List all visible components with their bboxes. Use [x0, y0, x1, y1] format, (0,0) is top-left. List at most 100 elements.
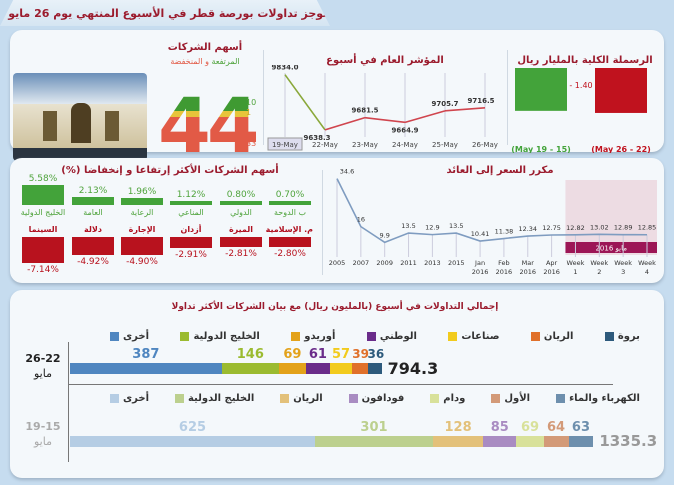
- pe-chart-title: مكرر السعر إلى العائد: [446, 165, 554, 176]
- legend-swatch: [366, 332, 376, 341]
- legend-label: الريان: [543, 331, 574, 342]
- gainer-item: 1.96% الرعاية: [119, 187, 165, 217]
- loser-name: دلالة: [84, 225, 102, 234]
- segment-value: 69: [283, 347, 302, 362]
- x-tick-label: 2016: [519, 268, 536, 276]
- legend-swatch: [430, 394, 440, 403]
- x-tick-label: 3: [621, 268, 625, 276]
- loser-item: السينما -7.14%: [20, 225, 66, 275]
- segment-value: 128: [444, 420, 472, 435]
- segment-value: 146: [236, 347, 264, 362]
- data-label: 9705.7: [431, 100, 458, 108]
- legend-swatch: [530, 332, 540, 341]
- gainer-item: 1.12% المناعي: [168, 190, 214, 217]
- legend-swatch: [491, 394, 501, 403]
- x-tick-label: 22-May: [312, 141, 338, 149]
- segment-value: 63: [571, 420, 590, 435]
- legend-label: أخرى: [123, 393, 150, 404]
- legend-item: الأول: [491, 393, 530, 404]
- loser-bar: [22, 237, 64, 264]
- legend-swatch: [556, 394, 566, 403]
- legend-label: الخليج الدولية: [193, 331, 260, 342]
- page-title: موجز تداولات بورصة قطر في الأسبوع المنته…: [0, 0, 330, 26]
- data-label: 13.5: [401, 222, 415, 230]
- bar-segment: [483, 436, 517, 447]
- trading-chart-title: إجمالي التداولات في أسبوع (بالمليون ريال…: [171, 302, 499, 312]
- legend-swatch: [110, 394, 119, 403]
- gainer-name: الخليج الدولية: [20, 207, 66, 217]
- legend-item: الوطني: [366, 331, 417, 342]
- gainer-item: 0.70% ب الدوحة: [267, 190, 313, 217]
- legend-item: صناعات: [448, 331, 499, 342]
- loser-item: الميرة -2.81%: [218, 225, 264, 259]
- gainer-item: 2.13% العامة: [70, 186, 116, 217]
- data-label: 12.89: [614, 224, 633, 232]
- cap-change: - 1.40: [569, 81, 592, 90]
- segment-value: 69: [520, 420, 540, 435]
- index-chart-title: المؤشر العام في أسبوع: [326, 55, 444, 66]
- bar-segment: [329, 363, 353, 374]
- legend-item: الكهرباء والماء: [556, 393, 640, 404]
- index-line-segment: [364, 116, 406, 124]
- loser-item: دلالة -4.92%: [70, 225, 116, 267]
- legend-label: الأول: [504, 393, 531, 404]
- loser-value: -7.14%: [27, 265, 59, 276]
- x-tick-label: 19-May: [272, 141, 298, 149]
- legend: بروة الريان صناعات الوطني أوريدو الخليج الدول…: [110, 331, 640, 342]
- legend-label: صناعات: [461, 331, 500, 342]
- loser-value: -2.91%: [175, 249, 207, 260]
- legend-item: فودافون: [348, 393, 404, 404]
- legend-swatch: [448, 332, 458, 341]
- gainer-bar: [220, 201, 262, 205]
- loser-bar: [170, 237, 212, 248]
- x-tick-label: 25-May: [432, 141, 458, 149]
- bar-segment: [221, 363, 279, 374]
- loser-value: -2.81%: [225, 249, 257, 260]
- legend-label: الكهرباء والماء: [569, 393, 640, 404]
- loser-name: أزدان: [180, 225, 202, 234]
- cap-chart-title: الرسملة الكلية بالمليار ريال: [517, 55, 653, 66]
- building-image: [13, 73, 147, 161]
- week-total: 1335.3: [599, 432, 658, 450]
- data-label: 9834.0: [271, 65, 298, 72]
- data-label: 9.9: [380, 231, 390, 239]
- segment-value: 57: [332, 347, 351, 362]
- gainer-name: العامة: [83, 207, 103, 217]
- subtitle-down: المنخفضة: [170, 57, 203, 66]
- loser-name: السينما: [28, 225, 58, 234]
- gainer-bar: [121, 197, 163, 205]
- legend-item: الريان: [280, 393, 323, 404]
- x-tick-label: 4: [645, 268, 649, 276]
- data-label: 12.34: [518, 225, 537, 233]
- data-label: 12.85: [638, 224, 657, 232]
- legend-item: الخليج الدولية: [180, 331, 260, 342]
- gainer-value: 2.13%: [78, 186, 108, 197]
- gainer-bar: [72, 197, 114, 205]
- loser-value: -2.80%: [274, 249, 306, 260]
- data-label: 12.82: [566, 224, 585, 232]
- data-label: 12.75: [542, 224, 561, 232]
- legend-swatch: [280, 394, 290, 403]
- loser-value: -4.92%: [77, 257, 109, 268]
- bar-segment: [432, 436, 484, 447]
- loser-bar: [269, 237, 311, 248]
- x-tick-label: Week: [590, 259, 608, 267]
- gainer-bar: [269, 201, 311, 205]
- highlight-label: مايو 2016: [595, 245, 627, 253]
- week-month: مايو: [34, 435, 52, 448]
- x-tick-label: 2015: [448, 259, 465, 267]
- data-label: 13.02: [590, 223, 609, 231]
- x-tick-label: 26-May: [472, 141, 498, 149]
- legend-label: الخليج الدولية: [187, 393, 255, 404]
- bar-segment: [352, 363, 368, 374]
- segment-value: 39: [352, 347, 369, 361]
- legend-label: أخرى: [123, 331, 150, 342]
- index-line-segment: [444, 107, 486, 112]
- data-label: 34.6: [340, 168, 354, 176]
- bar-segment: [315, 436, 433, 447]
- loser-item: الإجارة -4.90%: [119, 225, 165, 267]
- movers-title: أسهم الشركات الأكثر إرتفاعا و إنخفاضا (%…: [61, 165, 279, 176]
- pe-line: [336, 178, 648, 244]
- legend-label: الوطني: [379, 331, 417, 342]
- data-label: 9664.9: [391, 126, 418, 134]
